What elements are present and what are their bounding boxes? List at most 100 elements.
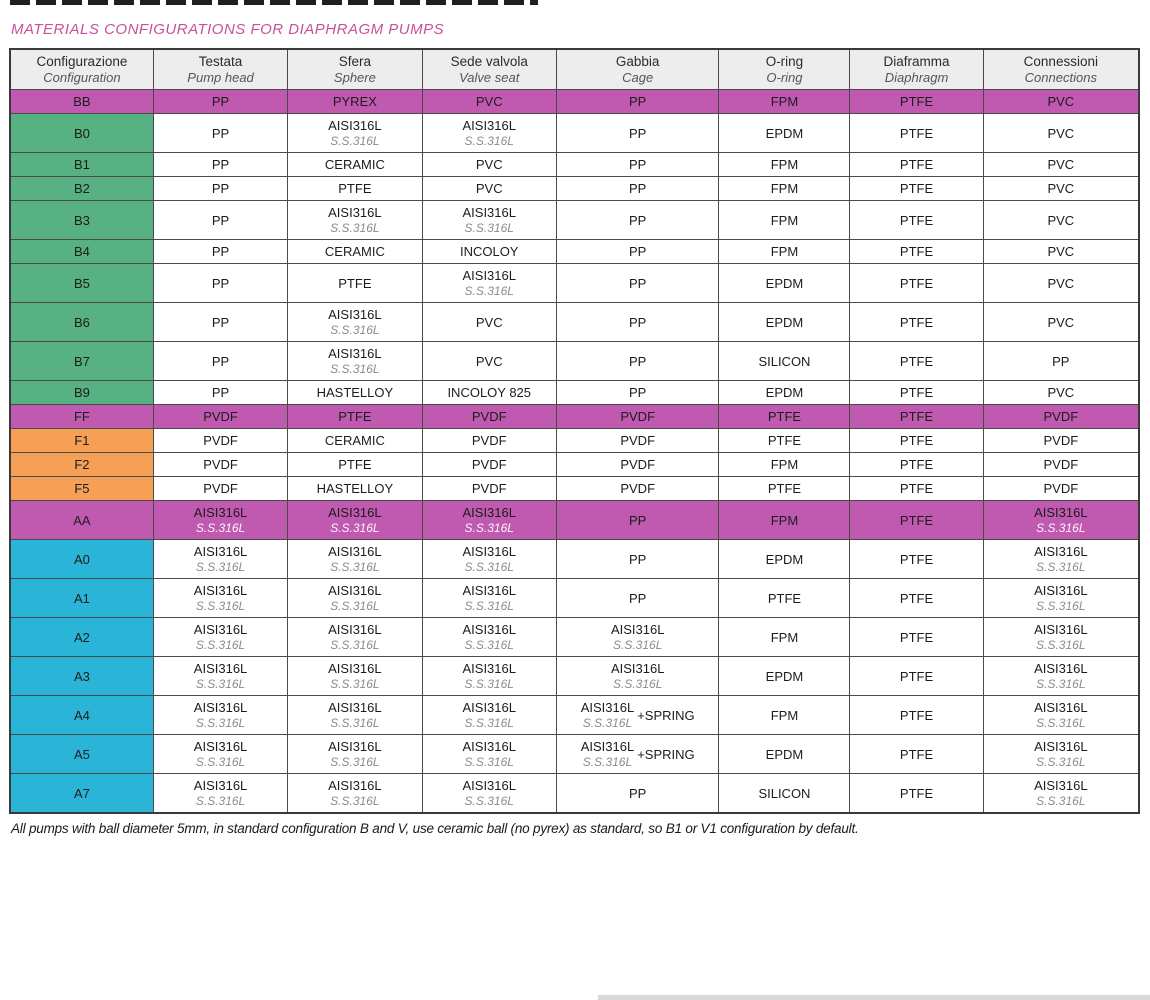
material-cell: PVDF [421,476,557,501]
material-cell: PVDF [555,404,720,429]
material-two-line: AISI316L S.S.316L [194,778,248,808]
material-alt-name: S.S.316L [582,716,633,730]
material-two-line: AISI316L S.S.316L [1034,700,1088,730]
material-cell: EPDM [718,302,851,342]
material-cell: PTFE [718,578,851,618]
material-cell: PTFE [849,239,984,264]
material-cell: PVDF [982,404,1140,429]
material-cell: PP [555,152,720,177]
material-name: AISI316L [193,622,248,637]
column-header: Diaframma Diaphragm [849,48,984,90]
table-row: B5 PP PTFE AISI316L S.S.316L PP EPDM PTFE PVC [9,263,1140,303]
config-cell: F2 [9,452,154,477]
material-cell: FPM [718,200,851,240]
material-cell: AISI316L S.S.316L [287,734,423,774]
material-cell: PVC [421,302,557,342]
material-cell: AISI316L S.S.316L [152,734,289,774]
material-name: AISI316L [462,205,516,220]
material-alt-name: S.S.316L [582,755,633,769]
config-cell: B5 [9,263,154,303]
material-alt-name: S.S.316L [330,677,380,691]
material-name: AISI316L [328,700,382,715]
material-alt-name: S.S.316L [464,560,514,574]
column-header-it: Sede valvola [450,54,528,69]
column-header: Testata Pump head [152,48,289,90]
material-cell: FPM [718,89,851,114]
material-cell: AISI316L S.S.316L [287,695,423,735]
table-row: F1 PVDF CERAMIC PVDF PVDF PTFE PTFE PVDF [9,428,1140,453]
material-cell: PTFE [849,263,984,303]
material-cell: PTFE [849,152,984,177]
column-header: Sfera Sphere [287,48,423,90]
material-cell: PTFE [849,617,984,657]
material-two-line: AISI316L S.S.316L [328,346,382,376]
column-header-it: Testata [198,54,243,69]
material-name: AISI316L [193,739,248,754]
material-two-line: AISI316L S.S.316L [1034,739,1088,769]
material-cell: PTFE [849,200,984,240]
material-cell: EPDM [718,539,851,579]
table-row: B7 PP AISI316L S.S.316L PVC PP SILICON PTFE PP [9,341,1140,381]
material-name: AISI316L [193,661,248,676]
material-two-line: AISI316L S.S.316L [462,778,516,808]
table-row: A3 AISI316L S.S.316L AISI316L S.S.316L AISI31… [9,656,1140,696]
material-alt-name: S.S.316L [195,521,246,535]
material-name: AISI316L [462,700,516,715]
material-cell: AISI316L S.S.316L [421,200,557,240]
material-cell: PP [555,239,720,264]
material-cell: CERAMIC [287,239,423,264]
material-cell: PVC [982,176,1140,201]
column-header-en: Diaphragm [884,70,949,85]
material-name: AISI316L [328,661,382,676]
material-cell: AISI316L S.S.316L [982,578,1140,618]
config-cell: A7 [9,773,154,814]
material-alt-name: S.S.316L [330,521,380,535]
material-two-line: AISI316L S.S.316L [1034,661,1088,691]
material-alt-name: S.S.316L [330,560,380,574]
material-cell: AISI316L S.S.316L [982,773,1140,814]
material-alt-name: S.S.316L [613,638,663,652]
material-cell: PP [555,200,720,240]
material-two-line: AISI316L S.S.316L [328,622,382,652]
footnote: All pumps with ball diameter 5mm, in sta… [11,821,859,836]
material-alt-name: S.S.316L [1036,560,1086,574]
material-cell: PP [152,263,289,303]
material-name: AISI316L [193,778,248,793]
material-two-line: AISI316L S.S.316L [581,700,635,730]
material-suffix: +SPRING [637,746,695,762]
material-two-line: AISI316L S.S.316L [462,700,516,730]
material-cell: PTFE [849,89,984,114]
material-alt-name: S.S.316L [330,362,380,376]
material-cell: PVC [982,239,1140,264]
material-name: AISI316L [328,583,382,598]
material-two-line: AISI316L S.S.316L [194,505,248,535]
material-alt-name: S.S.316L [1036,755,1086,769]
page-title: MATERIALS CONFIGURATIONS FOR DIAPHRAGM P… [11,21,445,38]
material-name: AISI316L [328,307,382,322]
material-alt-name: S.S.316L [1036,638,1086,652]
material-cell: EPDM [718,113,851,153]
material-cell: PTFE [287,452,423,477]
material-cell: PVC [421,89,557,114]
material-alt-name: S.S.316L [464,284,514,298]
table-row: BB PP PYREX PVC PP FPM PTFE PVC [9,89,1140,114]
column-header-it: O-ring [765,54,804,69]
material-cell: AISI316L S.S.316L [982,695,1140,735]
material-cell: PP [555,263,720,303]
table-row: FF PVDF PTFE PVDF PVDF PTFE PTFE PVDF [9,404,1140,429]
material-cell: PTFE [849,452,984,477]
material-alt-name: S.S.316L [330,716,380,730]
table-row: B4 PP CERAMIC INCOLOY PP FPM PTFE PVC [9,239,1140,264]
material-name: AISI316L [1034,739,1088,754]
material-cell: PVDF [152,476,289,501]
material-alt-name: S.S.316L [464,221,514,235]
material-cell: FPM [718,500,851,540]
config-cell: B3 [9,200,154,240]
material-alt-name: S.S.316L [464,638,514,652]
material-alt-name: S.S.316L [195,677,246,691]
material-cell: PP [982,341,1140,381]
material-alt-name: S.S.316L [330,599,380,613]
material-cell: AISI316L S.S.316L [287,341,423,381]
material-name: AISI316L [610,661,665,676]
config-cell: A5 [9,734,154,774]
